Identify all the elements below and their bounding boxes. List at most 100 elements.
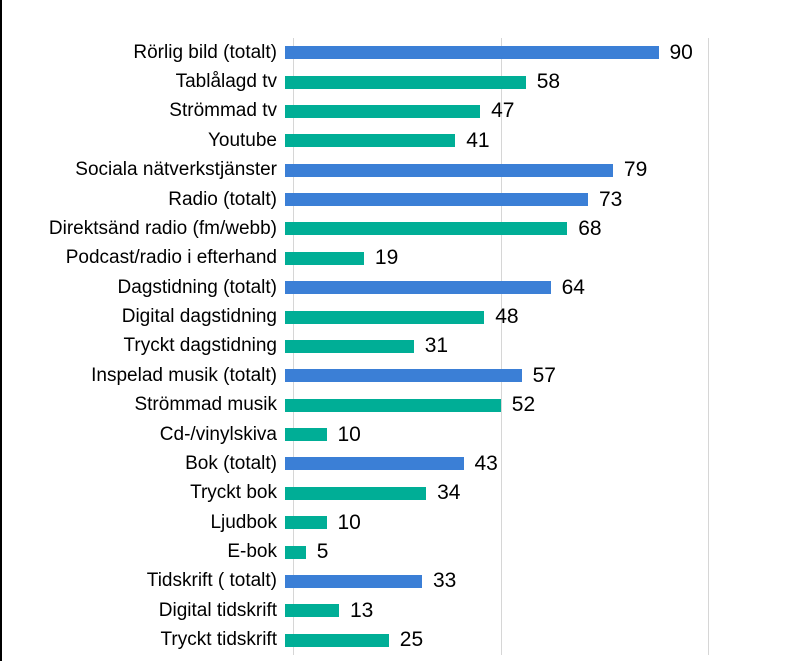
bar [285, 310, 485, 324]
bar [285, 398, 501, 412]
category-label: Podcast/radio i efterhand [65, 247, 277, 269]
bar-track: 43 [285, 449, 792, 478]
bar-track: 31 [285, 332, 792, 361]
category-label: Tablålagd tv [175, 71, 277, 93]
bar [285, 486, 427, 500]
bar [285, 251, 364, 265]
value-label: 13 [350, 598, 374, 622]
bar [285, 369, 522, 383]
bar [285, 604, 339, 618]
bar-row: Youtube 41 [0, 126, 792, 155]
category-label: Direktsänd radio (fm/webb) [48, 217, 277, 239]
category-label: Strömmad tv [169, 100, 277, 122]
bar-track: 57 [285, 361, 792, 390]
category-label: Radio (totalt) [168, 188, 277, 210]
value-label: 19 [374, 246, 399, 270]
bar-row: Digital dagstidning 48 [0, 302, 792, 331]
value-label: 10 [337, 510, 361, 534]
value-label: 57 [532, 363, 556, 387]
value-label: 43 [474, 451, 498, 475]
bar-row: Cd-/vinylskiva 10 [0, 420, 792, 449]
category-label: Digital dagstidning [121, 306, 277, 328]
bar-track: 10 [285, 420, 792, 449]
bar-row: Direktsänd radio (fm/webb) 68 [0, 214, 792, 243]
bar [285, 339, 414, 353]
bar [285, 163, 613, 177]
bar [285, 281, 551, 295]
bar-row: Tidskrift ( totalt) 33 [0, 567, 792, 596]
bar-track: 48 [285, 302, 792, 331]
value-label: 64 [561, 275, 585, 299]
bar-track: 79 [285, 156, 792, 185]
bar-row: Sociala nätverkstjänster 79 [0, 156, 792, 185]
bar-track: 64 [285, 273, 792, 302]
category-label: Sociala nätverkstjänster [75, 159, 277, 181]
value-label: 73 [599, 187, 623, 211]
value-label: 79 [623, 158, 648, 182]
category-label: Bok (totalt) [185, 452, 277, 474]
bar [285, 193, 588, 207]
bar-track: 73 [285, 185, 792, 214]
bar-row: Strömmad musik 52 [0, 391, 792, 420]
bar-row: Tryckt tidskrift 25 [0, 626, 792, 655]
bar-track: 47 [285, 97, 792, 126]
bar-row: Tryckt bok 34 [0, 479, 792, 508]
value-label: 47 [491, 99, 515, 123]
bar-track: 68 [285, 214, 792, 243]
bar-row: Podcast/radio i efterhand 19 [0, 244, 792, 273]
bar-track: 5 [285, 537, 792, 566]
category-label: Strömmad musik [134, 394, 277, 416]
bar [285, 75, 526, 89]
value-label: 48 [495, 305, 519, 329]
category-label: Tidskrift ( totalt) [146, 570, 277, 592]
bar-track: 52 [285, 391, 792, 420]
category-label: Dagstidning (totalt) [117, 276, 277, 298]
bar-row: Tablålagd tv 58 [0, 67, 792, 96]
value-label: 68 [578, 216, 602, 240]
bar-row: Strömmad tv 47 [0, 97, 792, 126]
value-label: 90 [669, 40, 693, 64]
bar-row: Tryckt dagstidning 31 [0, 332, 792, 361]
value-label: 33 [433, 569, 457, 593]
category-label: Cd-/vinylskiva [159, 423, 277, 445]
category-label: Tryckt dagstidning [123, 335, 277, 357]
bar [285, 633, 389, 647]
category-label: Ljudbok [210, 511, 277, 533]
gridline-x-100 [708, 38, 709, 655]
bar-row: Ljudbok 10 [0, 508, 792, 537]
bar-track: 13 [285, 596, 792, 625]
bar-track: 41 [285, 126, 792, 155]
value-label: 58 [536, 70, 561, 94]
bar-track: 33 [285, 567, 792, 596]
bar-row: Digital tidskrift 13 [0, 596, 792, 625]
bar [285, 457, 464, 471]
bar-row: Rörlig bild (totalt) 90 [0, 38, 792, 67]
left-frame-line [0, 0, 2, 661]
bar-track: 19 [285, 244, 792, 273]
bar-track: 25 [285, 626, 792, 655]
value-label: 41 [466, 128, 490, 152]
bar-track: 90 [285, 38, 792, 67]
value-label: 31 [424, 334, 449, 358]
category-label: E-bok [227, 541, 277, 563]
category-label: Rörlig bild (totalt) [133, 41, 277, 63]
bar-rows: Rörlig bild (totalt) 90 Tablålagd tv 58 Strö… [0, 38, 792, 655]
category-label: Youtube [207, 129, 277, 151]
value-label: 34 [437, 481, 461, 505]
value-label: 5 [316, 540, 329, 564]
category-label: Tryckt tidskrift [160, 629, 277, 651]
bar [285, 104, 481, 118]
bar-row: E-bok 5 [0, 537, 792, 566]
value-label: 10 [337, 422, 361, 446]
value-label: 52 [511, 393, 536, 417]
bar-track: 10 [285, 508, 792, 537]
category-label: Inspelad musik (totalt) [91, 364, 277, 386]
value-label: 25 [399, 628, 424, 652]
bar [285, 545, 306, 559]
bar [285, 46, 659, 60]
bar [285, 516, 327, 530]
bar [285, 134, 456, 148]
bar [285, 222, 568, 236]
bar [285, 574, 422, 588]
